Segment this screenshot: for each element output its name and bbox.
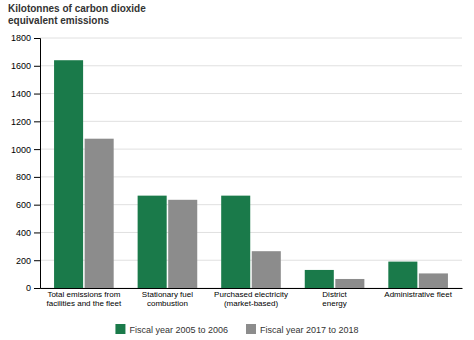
bars	[54, 60, 448, 288]
grid-line	[40, 65, 462, 66]
y-tick: 1200	[11, 117, 40, 127]
y-axis: 0 200 400 600 800 1000 1200 1400 1600 1800	[11, 33, 41, 293]
grid	[40, 38, 462, 288]
y-tick-label: 1000	[11, 144, 31, 154]
y-tick-mark	[34, 205, 40, 206]
y-axis-label-line: equivalent emissions	[8, 15, 110, 26]
y-tick: 1400	[11, 89, 40, 99]
y-tick: 0	[26, 283, 40, 293]
y-tick-mark	[34, 66, 40, 67]
bar	[85, 139, 114, 288]
x-tick-label: Total emissions fromfacilities and the f…	[47, 290, 122, 309]
y-tick-mark	[34, 149, 40, 150]
y-tick-label: 600	[16, 200, 31, 210]
bar	[138, 196, 167, 288]
bar	[335, 279, 364, 288]
y-tick-mark	[34, 288, 40, 289]
y-tick-label: 1200	[11, 117, 31, 127]
y-tick-label: 1400	[11, 89, 31, 99]
legend-item: Fiscal year 2005 to 2006	[115, 324, 228, 335]
y-tick-label: 400	[16, 228, 31, 238]
x-tick-label-line: Total emissions from	[47, 290, 120, 299]
grid-line	[40, 121, 462, 122]
y-tick-mark	[34, 94, 40, 95]
bar	[388, 262, 417, 288]
x-tick-label-line: energy	[322, 299, 346, 308]
y-tick-label: 0	[26, 283, 31, 293]
y-tick: 200	[16, 256, 40, 266]
bar	[252, 251, 281, 288]
x-tick-label-line: Stationary fuel	[142, 290, 193, 299]
legend-swatch	[246, 324, 256, 334]
grid-line	[40, 38, 462, 39]
bar	[168, 200, 197, 288]
plot: 0 200 400 600 800 1000 1200 1400 1600 1800 Total e…	[11, 33, 463, 308]
y-tick: 1600	[11, 61, 40, 71]
x-axis: Total emissions fromfacilities and the f…	[41, 288, 463, 308]
y-tick: 1000	[11, 144, 40, 154]
bar-series	[54, 60, 417, 288]
x-tick: Administrative fleet	[384, 288, 452, 299]
y-tick-mark	[34, 232, 40, 233]
chart: Kilotonnes of carbon dioxideequivalent e…	[0, 0, 474, 340]
legend-item: Fiscal year 2017 to 2018	[246, 324, 359, 335]
y-tick-mark	[34, 260, 40, 261]
x-tick: Districtenergy	[322, 288, 347, 308]
y-tick-label: 200	[16, 256, 31, 266]
legend: Fiscal year 2005 to 2006 Fiscal year 2017…	[115, 324, 358, 335]
y-tick: 600	[16, 200, 40, 210]
x-tick-label-line: (market-based)	[224, 299, 279, 308]
bar	[419, 273, 448, 288]
y-tick-label: 1600	[11, 61, 31, 71]
x-tick-label-line: facilities and the fleet	[47, 299, 122, 308]
y-axis-label: Kilotonnes of carbon dioxideequivalent e…	[8, 3, 146, 26]
bar-series	[85, 139, 448, 288]
y-tick-mark	[34, 177, 40, 178]
grid-line	[40, 93, 462, 94]
x-tick-label-line: Administrative fleet	[384, 290, 452, 299]
x-tick-label: Purchased electricity(market-based)	[214, 290, 288, 309]
legend-label: Fiscal year 2017 to 2018	[260, 325, 359, 335]
bar	[54, 60, 83, 288]
y-tick: 800	[16, 172, 40, 182]
bar	[305, 270, 334, 288]
legend-label: Fiscal year 2005 to 2006	[129, 325, 228, 335]
x-tick-label-line: combustion	[147, 299, 188, 308]
x-tick-label: Administrative fleet	[384, 290, 452, 299]
legend-swatch	[115, 324, 125, 334]
y-tick-label: 1800	[11, 33, 31, 43]
x-tick-label: Stationary fuelcombustion	[142, 290, 193, 309]
y-axis-line	[34, 39, 41, 289]
x-tick-label-line: Purchased electricity	[214, 290, 288, 299]
y-tick-mark	[34, 38, 40, 39]
x-tick: Total emissions fromfacilities and the f…	[47, 288, 122, 308]
x-tick: Purchased electricity(market-based)	[214, 288, 288, 308]
y-tick-mark	[34, 121, 40, 122]
x-tick: Stationary fuelcombustion	[142, 288, 193, 308]
bar	[221, 196, 250, 288]
x-tick-label: Districtenergy	[322, 290, 347, 309]
y-tick-label: 800	[16, 172, 31, 182]
x-tick-label-line: District	[322, 290, 347, 299]
y-tick: 1800	[11, 33, 40, 43]
y-tick: 400	[16, 228, 40, 238]
y-axis-label-line: Kilotonnes of carbon dioxide	[8, 3, 146, 14]
